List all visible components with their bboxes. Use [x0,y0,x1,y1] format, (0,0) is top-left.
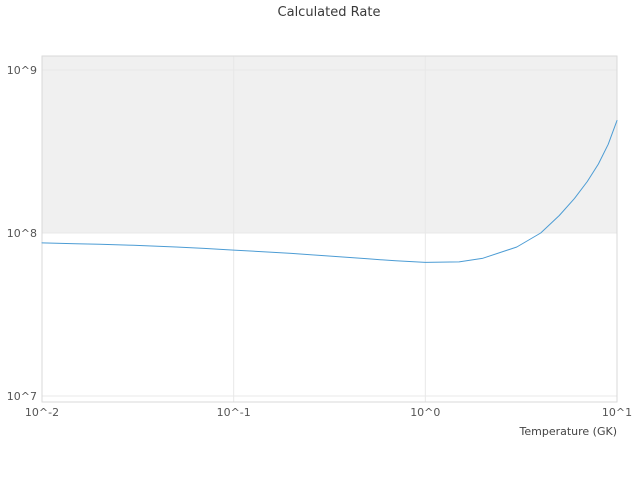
x-tick-label: 10^-2 [25,406,59,419]
y-tick-label: 10^7 [7,390,37,403]
highlight-band-rect [42,56,617,233]
plot-border [41,55,618,403]
x-axis-label: Temperature (GK) [519,425,618,438]
chart-title: Calculated Rate [278,5,381,20]
x-tick-label: 10^1 [602,406,632,419]
x-tick-label: 10^0 [410,406,440,419]
x-axis-ticks: 10^-2 10^-1 10^0 10^1 [25,406,632,419]
highlight-band [42,56,617,233]
y-axis-ticks: 10^7 10^8 10^9 [7,64,37,403]
series-line [41,120,618,263]
x-tick-label: 10^-1 [217,406,251,419]
data-series [41,120,618,263]
y-tick-label: 10^9 [7,64,37,77]
y-tick-label: 10^8 [7,227,37,240]
